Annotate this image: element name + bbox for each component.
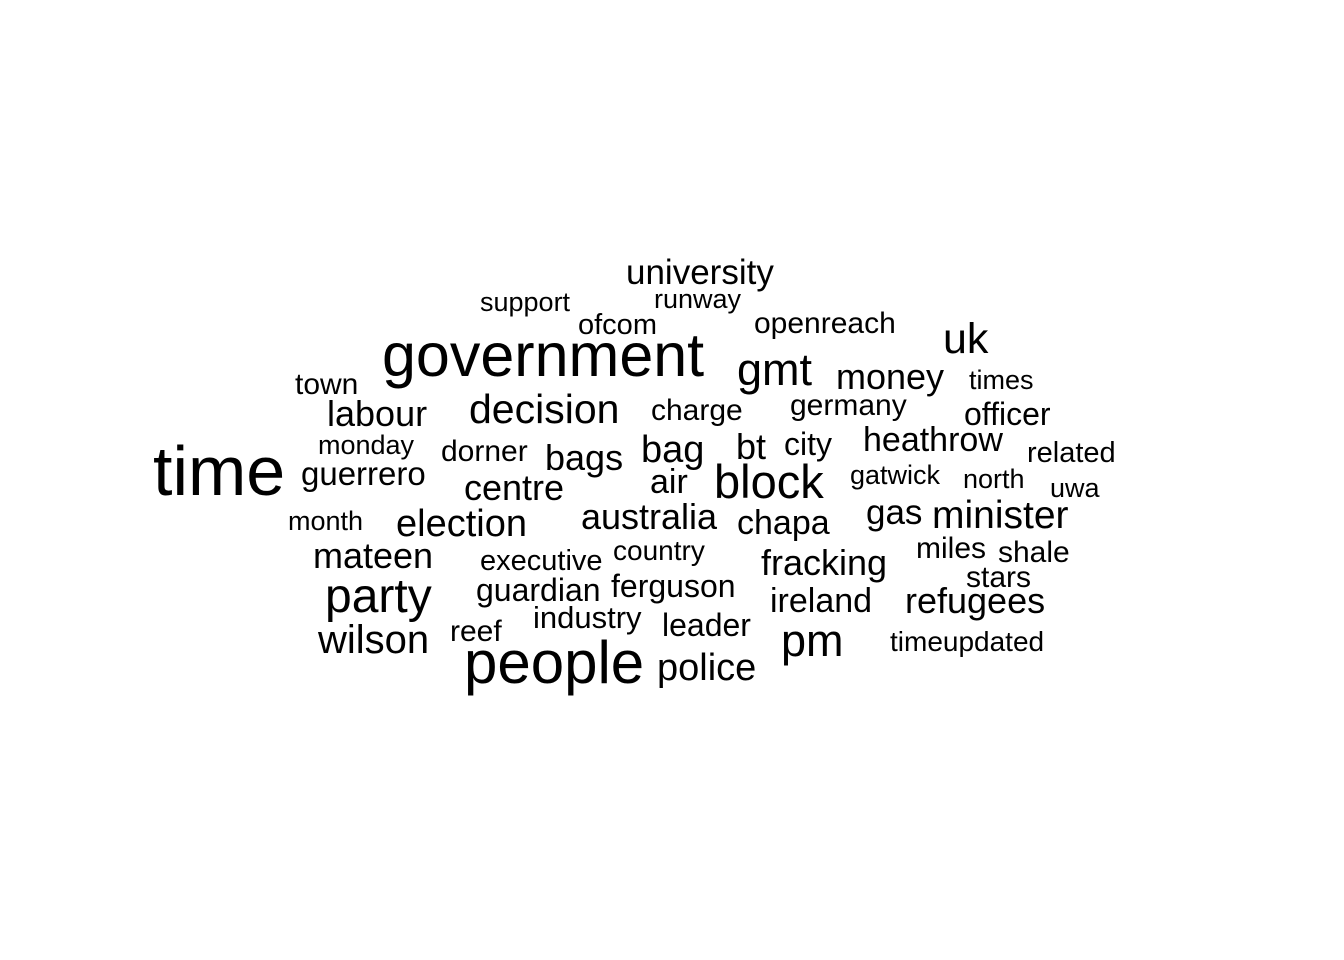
word-heathrow: heathrow [863,421,1003,459]
word-charge: charge [651,394,743,427]
word-university: university [626,253,774,292]
word-reef: reef [450,615,502,648]
word-gas: gas [866,493,923,532]
word-miles: miles [916,532,987,565]
word-stars: stars [966,561,1032,594]
word-leader: leader [662,607,751,643]
word-town: town [295,368,359,401]
word-related: related [1027,437,1116,469]
word-north: north [963,464,1025,494]
word-refugees: refugees [905,580,1046,621]
word-pm: pm [781,615,844,666]
word-ofcom: ofcom [578,309,657,341]
word-support: support [480,287,571,317]
word-industry: industry [533,600,642,635]
word-minister: minister [932,494,1069,537]
word-bags: bags [545,437,624,478]
word-mateen: mateen [313,535,434,576]
word-government: government [382,321,705,389]
word-party: party [325,570,432,623]
word-runway: runway [654,284,742,314]
word-times: times [969,365,1034,395]
word-people: people [464,629,645,696]
word-guerrero: guerrero [301,455,426,492]
word-wilson: wilson [318,618,430,662]
word-country: country [613,535,705,566]
word-block: block [714,455,824,508]
word-executive: executive [480,545,603,577]
word-decision: decision [469,386,620,432]
word-labour: labour [327,393,428,434]
word-monday: monday [318,430,415,460]
word-chapa: chapa [737,504,830,542]
word-gmt: gmt [737,344,813,395]
word-air: air [650,463,688,501]
word-money: money [836,356,945,397]
word-germany: germany [790,389,907,422]
word-guardian: guardian [476,572,601,608]
word-city: city [784,426,832,462]
word-officer: officer [964,396,1051,432]
word-timeupdated: timeupdated [890,626,1045,657]
word-centre: centre [464,467,565,508]
word-month: month [288,506,364,536]
word-election: election [396,503,527,545]
word-bt: bt [736,426,767,467]
word-bag: bag [641,429,705,471]
word-australia: australia [581,496,718,537]
word-uk: uk [943,315,989,363]
word-gatwick: gatwick [850,460,941,490]
word-shale: shale [998,536,1070,569]
word-ireland: ireland [770,582,873,620]
word-time: time [153,432,286,510]
word-dorner: dorner [441,435,528,468]
word-police: police [657,647,757,689]
word-openreach: openreach [754,307,896,340]
word-fracking: fracking [761,542,888,583]
word-ferguson: ferguson [611,568,736,604]
word-uwa: uwa [1050,473,1100,503]
